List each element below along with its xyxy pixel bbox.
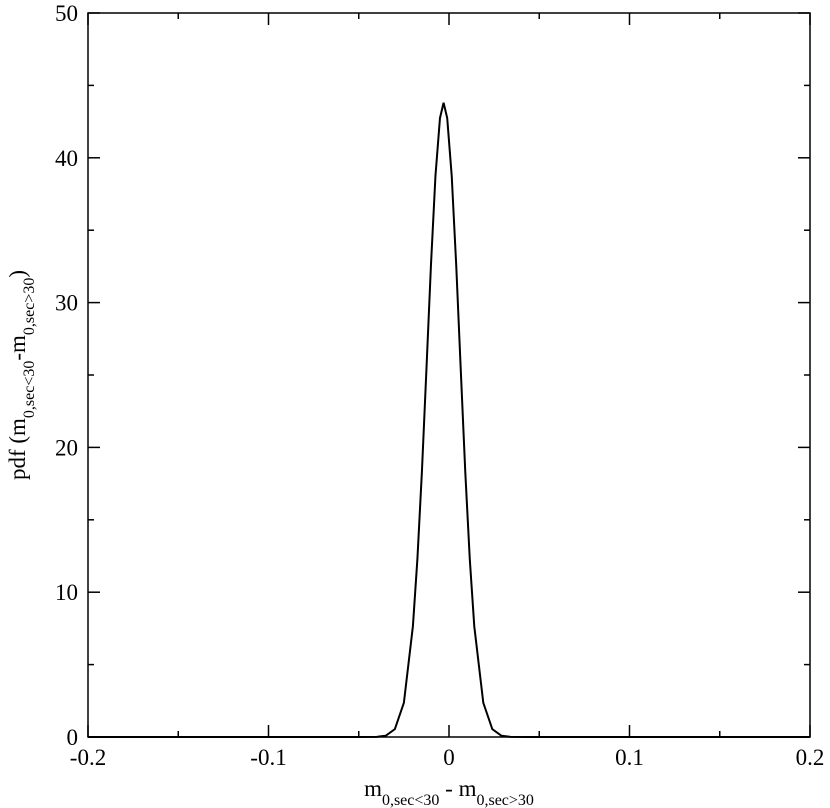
label-part: -m: [5, 335, 30, 361]
label-part: 0,sec>30: [476, 792, 533, 808]
label-part: ): [5, 270, 30, 278]
y-axis-label: pdf (m0,sec<30-m0,sec>30): [5, 270, 38, 480]
label-part: 0,sec<30: [382, 792, 439, 808]
y-tick-label: 30: [55, 291, 78, 316]
y-tick-label: 40: [55, 146, 78, 171]
y-tick-label: 0: [67, 725, 79, 750]
label-part: - m: [439, 776, 476, 801]
x-tick-label: 0.2: [796, 745, 825, 770]
label-part: pdf (m: [5, 418, 30, 480]
plot-frame: [87, 12, 811, 738]
y-tick-label: 10: [55, 580, 78, 605]
y-tick-label: 20: [55, 435, 78, 460]
label-part: m: [364, 776, 382, 801]
x-tick-label: -0.2: [70, 745, 106, 770]
label-part: 0,sec<30: [21, 361, 38, 418]
x-tick-label: 0.1: [615, 745, 644, 770]
y-tick-label: 50: [55, 1, 78, 26]
label-part: 0,sec>30: [21, 278, 38, 335]
x-tick-label: -0.1: [250, 745, 286, 770]
x-tick-label: 0: [443, 745, 455, 770]
data-line: [88, 102, 810, 738]
x-axis-label: m0,sec<30 - m0,sec>30: [364, 776, 534, 808]
